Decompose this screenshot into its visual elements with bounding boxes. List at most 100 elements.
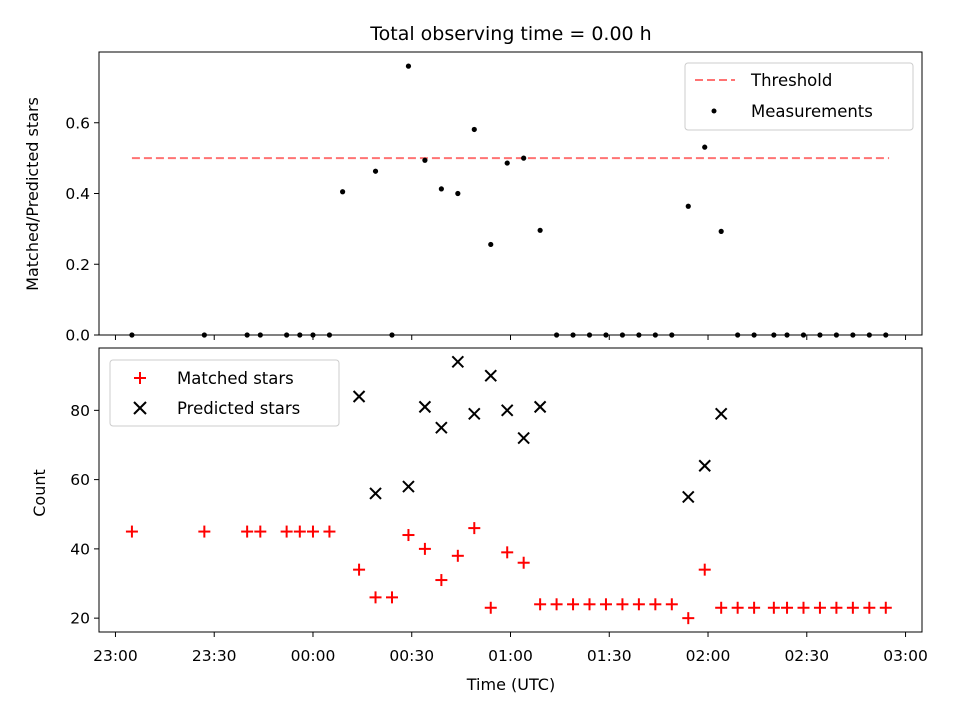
predicted-star-point [435,421,448,434]
matched-star-point [550,598,563,611]
svg-text:80: 80 [70,402,90,420]
svg-text:0.0: 0.0 [65,327,90,345]
bottom-y-tick: 20 [70,610,99,628]
svg-text:0.6: 0.6 [65,114,90,132]
measurement-point [718,228,724,234]
matched-star-point [435,574,448,587]
svg-text:02:00: 02:00 [686,647,731,665]
predicted-star-point [402,480,415,493]
matched-star-point [517,556,530,569]
matched-star-point [813,601,826,614]
x-tick: 23:30 [192,632,237,665]
predicted-legend-label: Predicted stars [177,399,300,418]
predicted-star-point [418,400,432,414]
predicted-legend-swatch [133,401,147,415]
matched-star-point [731,601,744,614]
matched-star-point [385,591,398,604]
predicted-star-point [501,404,514,417]
predicted-star-point [682,490,695,504]
matched-star-point [583,598,596,611]
svg-text:03:00: 03:00 [883,647,928,665]
matched-star-point [830,601,843,614]
matched-star-point [402,529,415,542]
matched-star-point [846,601,859,614]
top-legend: Threshold Measurements [684,62,914,131]
top-axes-frame [98,51,923,336]
predicted-star-point [533,400,547,414]
x-tick: 01:00 [488,632,533,665]
svg-text:40: 40 [70,540,90,558]
matched-star-point [863,601,876,614]
matched-star-point [451,549,464,562]
measurement-point [405,63,412,69]
predicted-star-point [352,390,366,403]
predicted-star-point [698,459,711,472]
matched-star-point [632,598,645,611]
matched-star-point [468,522,481,535]
matched-star-point [293,525,306,538]
top-y-tick: 0.6 [65,114,99,132]
matched-star-point [353,563,366,576]
matched-star-point [323,525,336,538]
svg-text:60: 60 [70,471,90,489]
predicted-star-point [451,355,465,369]
svg-text:01:00: 01:00 [488,647,533,665]
matched-star-point [484,601,497,614]
x-tick: 01:30 [587,632,632,665]
measurement-point [455,190,461,197]
matched-star-point [698,563,711,576]
svg-text:0.4: 0.4 [65,185,90,203]
svg-text:01:30: 01:30 [587,647,632,665]
threshold-legend-label: Threshold [750,71,832,90]
svg-text:00:00: 00:00 [291,647,336,665]
bottom-panel: 20 40 60 80 23:00 23:30 00:00 00:30 01:00 01:30 0… [30,347,928,694]
x-tick: 02:30 [784,632,829,665]
measurement-point [504,160,510,166]
top-panel: 0.0 0.2 0.4 0.6 Matched/Predicted stars Thr… [23,51,923,345]
matched-star-point [879,601,892,614]
matched-star-point [767,601,780,614]
matched-star-point [649,598,662,611]
matched-star-point [715,601,728,614]
matched-star-point [241,525,254,538]
matched-star-point [748,601,761,614]
x-tick: 23:00 [93,632,138,665]
predicted-star-point [517,431,530,445]
top-y-tick: 0.2 [65,256,99,274]
svg-text:20: 20 [70,610,90,628]
measurement-point [685,203,691,209]
svg-text:00:30: 00:30 [389,647,434,665]
measurement-point [488,241,494,248]
matched-star-point [125,525,138,538]
bottom-y-tick: 80 [70,402,99,420]
x-tick: 00:00 [291,632,336,665]
matched-star-point [665,598,678,611]
matched-star-point [198,525,211,538]
x-tick: 02:00 [686,632,731,665]
measurement-point [471,126,477,133]
bottom-legend: Matched stars Predicted stars [109,359,340,427]
matched-legend-label: Matched stars [177,369,294,388]
matched-legend-swatch [134,372,146,384]
measurement-point [537,227,543,233]
chart-title: Total observing time = 0.00 h [369,23,651,45]
x-tick: 00:30 [389,632,434,665]
matched-star-point [280,525,293,538]
measurement-point [702,144,708,150]
matched-star-point [254,525,267,538]
matched-star-point [567,598,580,611]
top-y-tick: 0.0 [65,327,99,345]
measurements-legend-label: Measurements [751,102,873,121]
measurement-point [340,189,346,195]
measurements-legend-swatch [711,108,717,114]
svg-text:23:00: 23:00 [93,647,138,665]
x-tick: 03:00 [883,632,928,665]
top-y-label: Matched/Predicted stars [23,97,42,291]
svg-text:02:30: 02:30 [784,647,829,665]
predicted-star-point [714,407,728,421]
bottom-y-tick: 40 [70,540,99,558]
matched-star-point [797,601,810,614]
matched-star-point [534,598,547,611]
matched-star-point [369,591,382,604]
